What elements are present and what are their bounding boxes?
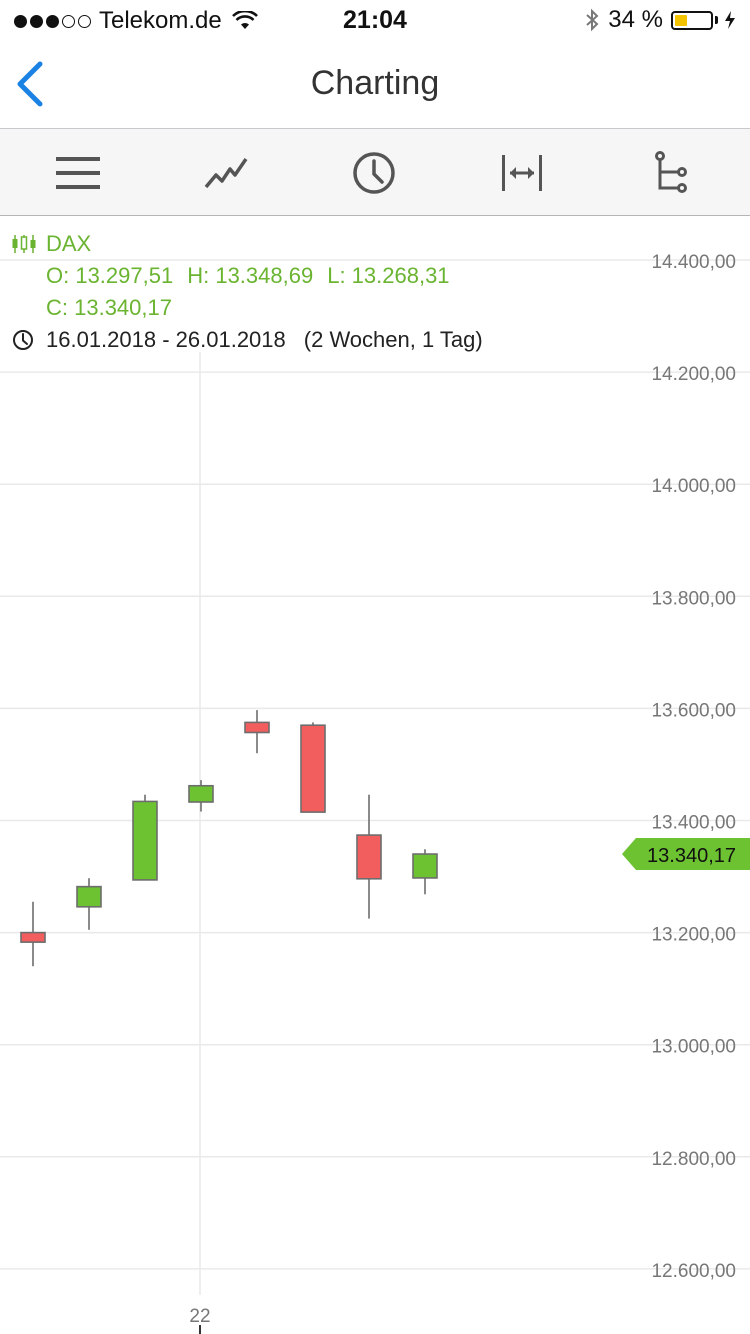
menu-icon bbox=[56, 157, 100, 189]
zoom-fit-button[interactable] bbox=[494, 145, 550, 201]
y-tick-label: 13.600,00 bbox=[651, 700, 736, 721]
page-title: Charting bbox=[310, 64, 440, 102]
clock-icon bbox=[353, 152, 395, 194]
signal-dot bbox=[46, 14, 59, 28]
battery-percent: 34 % bbox=[608, 6, 663, 33]
date-range-extra: (2 Wochen, 1 Tag) bbox=[303, 327, 483, 352]
signal-dot bbox=[14, 14, 27, 28]
navigation-bar: Charting bbox=[0, 40, 750, 129]
current-price-label: 13.340,17 bbox=[647, 845, 736, 867]
carrier-label: Telekom.de bbox=[99, 7, 222, 34]
status-right: 34 % bbox=[584, 6, 736, 34]
low-value: L: 13.268,31 bbox=[327, 263, 450, 288]
current-price-marker bbox=[622, 838, 750, 871]
y-tick-label: 12.600,00 bbox=[651, 1261, 736, 1282]
time-range-button[interactable] bbox=[346, 145, 402, 201]
chart-type-button[interactable] bbox=[198, 145, 254, 201]
chevron-left-icon bbox=[17, 61, 43, 107]
signal-strength-icon bbox=[14, 14, 91, 28]
date-range: 16.01.2018 - 26.01.2018 bbox=[46, 327, 286, 352]
y-tick-label: 14.000,00 bbox=[651, 476, 736, 497]
status-left: Telekom.de bbox=[14, 7, 258, 35]
candlestick-icon bbox=[12, 234, 46, 254]
line-chart-icon bbox=[204, 158, 248, 189]
back-button[interactable] bbox=[10, 58, 54, 110]
wifi-icon bbox=[231, 11, 258, 31]
chart-legend: DAX O: 13.297,51 H: 13.348,69 L: 13.268,… bbox=[12, 228, 483, 356]
battery-fill bbox=[675, 14, 687, 26]
chart-toolbar bbox=[0, 129, 750, 216]
open-value: O: 13.297,51 bbox=[46, 263, 174, 288]
y-tick-label: 13.200,00 bbox=[651, 925, 736, 946]
candle-body bbox=[132, 800, 158, 881]
expand-horizontal-icon bbox=[502, 155, 542, 191]
close-value: C: 13.340,17 bbox=[46, 295, 172, 320]
ohlc-row: O: 13.297,51 H: 13.348,69 L: 13.268,31 bbox=[12, 260, 483, 292]
y-tick-label: 14.400,00 bbox=[651, 252, 736, 273]
candle-body bbox=[300, 724, 326, 813]
instrument-row: DAX bbox=[12, 228, 483, 260]
clock-small-icon bbox=[12, 329, 46, 351]
high-value: H: 13.348,69 bbox=[187, 263, 314, 288]
signal-dot bbox=[78, 14, 91, 28]
compare-button[interactable] bbox=[642, 145, 698, 201]
instrument-name: DAX bbox=[46, 231, 92, 256]
candle-body bbox=[356, 834, 382, 880]
signal-dot bbox=[62, 14, 75, 28]
date-range-row: 16.01.2018 - 26.01.2018 (2 Wochen, 1 Tag… bbox=[12, 324, 483, 356]
candle-body bbox=[76, 885, 102, 908]
y-tick-label: 13.400,00 bbox=[651, 813, 736, 834]
y-tick-label: 12.800,00 bbox=[651, 1149, 736, 1170]
y-tick-label: 14.200,00 bbox=[651, 364, 736, 385]
charging-icon bbox=[724, 10, 736, 30]
y-tick-label: 13.000,00 bbox=[651, 1037, 736, 1058]
candle-body bbox=[412, 853, 438, 879]
status-time: 21:04 bbox=[343, 6, 407, 34]
status-bar: Telekom.de 21:04 34 % bbox=[0, 0, 750, 40]
close-row: C: 13.340,17 bbox=[12, 292, 483, 324]
bluetooth-icon bbox=[584, 8, 600, 32]
candle-body bbox=[188, 784, 214, 803]
signal-dot bbox=[30, 14, 43, 28]
tree-icon bbox=[655, 151, 687, 193]
x-tick-label: 22 bbox=[189, 1306, 210, 1327]
candle-body bbox=[244, 721, 270, 734]
menu-button[interactable] bbox=[50, 145, 106, 201]
y-tick-label: 13.800,00 bbox=[651, 588, 736, 609]
candlestick-chart[interactable]: 14.400,00 14.200,00 14.000,00 13.800,00 13.6… bbox=[0, 216, 750, 1334]
candle-body bbox=[20, 931, 46, 943]
battery-icon bbox=[671, 10, 713, 30]
battery-tip bbox=[715, 16, 718, 24]
